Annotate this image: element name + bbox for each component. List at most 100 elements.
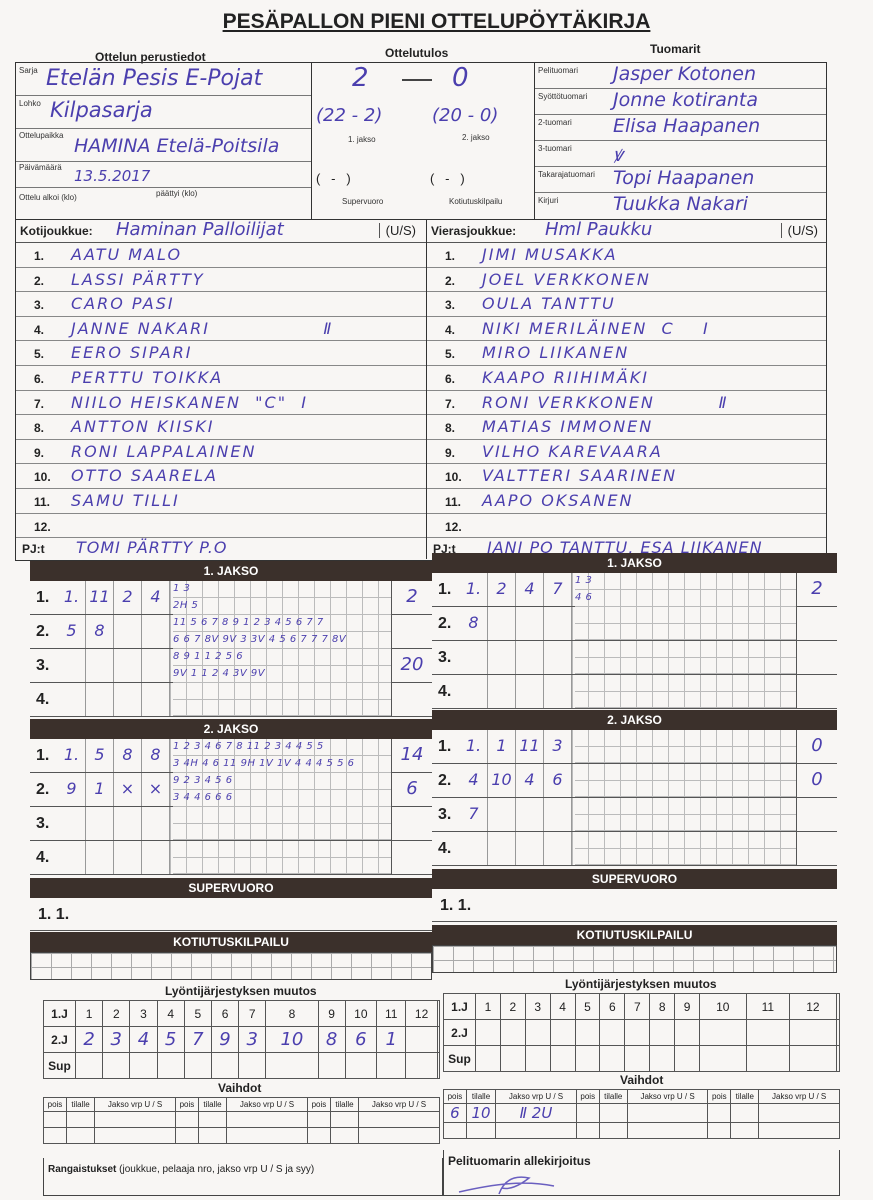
subs-cell: [94, 1127, 176, 1144]
order-cell: 8: [265, 1000, 319, 1027]
subs-cell: [306, 1111, 331, 1128]
player-name: VALTTERI SAARINEN: [482, 466, 678, 486]
order-cell: [499, 1019, 526, 1046]
subs-row: [43, 1111, 440, 1128]
player-number: 3.: [34, 298, 45, 313]
order-cell: [156, 1052, 185, 1079]
order-row: 1.J 1 2 3 4 5 6 7 8 9 10 11 12: [43, 1000, 441, 1027]
order-cell: 8: [317, 1026, 346, 1053]
order-cell: 11: [376, 1000, 407, 1027]
signature-box: Pelituomarin allekirjoitus: [443, 1150, 840, 1196]
subs-cell: [707, 1103, 732, 1123]
run-grid-top: [173, 683, 391, 700]
run-grid-bottom: [173, 824, 391, 840]
player-name: JANNE NAKARI Ⅱ: [71, 318, 334, 338]
batter-cell: [86, 683, 114, 716]
away-roster: Vierasjoukkue: Hml Paukku (U/S) 1. JIMI MUSA…: [427, 219, 826, 560]
order-cell: [405, 1052, 438, 1079]
order-cell: [549, 1045, 576, 1072]
batter-cell: 5: [58, 615, 86, 648]
player-name: KAAPO RIIHIMÄKI: [482, 367, 649, 387]
kotiutus-score: ( - ): [430, 171, 465, 186]
match-result: 2 0 (22 - 2) (20 - 0) 1. jakso 2. jakso …: [312, 63, 534, 219]
run-grid-bottom: [575, 692, 796, 708]
order-cell: 7: [183, 1026, 212, 1053]
order-cell: 2: [74, 1026, 104, 1053]
subs-cell: [495, 1122, 577, 1139]
away-score: 0: [452, 63, 469, 93]
run-grid: [572, 641, 797, 674]
batter-cell: 8: [460, 607, 488, 640]
player-row: 9. VILHO KAREVAARA: [427, 440, 826, 465]
run-grid-bottom: 9V 1 1 2 4 3V 9V: [173, 666, 391, 683]
order-cell: 1: [74, 1000, 104, 1027]
run-grid-top: [173, 807, 391, 824]
order-cell: 11: [745, 993, 791, 1020]
order-cell: [183, 1052, 212, 1079]
coaches-label: PJ:t: [433, 542, 456, 557]
order-cell: [524, 1019, 551, 1046]
inning-row: 4.: [30, 841, 432, 875]
batter-cell: [544, 832, 572, 865]
inning-row: 3.: [432, 641, 837, 675]
run-grid-top: [173, 841, 391, 858]
player-number: 3.: [445, 298, 456, 313]
batter-cell: 4: [142, 581, 170, 614]
subs-col-header: tilalle: [465, 1089, 497, 1104]
run-grid-top: [575, 798, 796, 815]
subs-col-header: pois: [443, 1089, 467, 1104]
away-kotiutus-grid: [432, 945, 837, 973]
run-grid-top: 1 3: [575, 573, 796, 590]
inning-total: 0: [811, 735, 823, 756]
player-number: 12.: [445, 519, 462, 534]
player-name: NIKI MERILÄINEN C Ⅰ: [482, 318, 710, 338]
batter-cell: [114, 841, 142, 874]
away-period2-header: 2. JAKSO: [432, 710, 837, 730]
order-cell: 3: [238, 1026, 267, 1053]
run-grid-bottom: 4 6: [575, 590, 796, 607]
home-order-title: Lyöntijärjestyksen muutos: [165, 984, 317, 998]
batter-cell: [516, 641, 544, 674]
order-cell: [624, 1019, 651, 1046]
player-number: 1.: [445, 249, 456, 263]
batter-cell: [488, 798, 516, 831]
subs-row: [43, 1127, 440, 1144]
player-name: JOEL VERKKONEN: [482, 269, 651, 289]
order-cell: [317, 1052, 346, 1079]
subs-col-header: Jakso vrp U / S: [758, 1089, 840, 1104]
subs-col-header: pois: [174, 1097, 199, 1112]
subs-cell: [197, 1111, 228, 1128]
home-team-label: Kotijoukkue:: [20, 224, 93, 238]
player-number: 5.: [445, 347, 456, 362]
subs-cell: Ⅱ 2U: [495, 1103, 577, 1123]
away-coaches-row: PJ:t JANI PO TANTTU, ESA LIIKANEN: [427, 538, 826, 560]
player-row: 12.: [16, 514, 426, 539]
referee-row: Pelituomari Jasper Kotonen: [535, 63, 826, 89]
subs-cell: [65, 1127, 96, 1144]
player-number: 9.: [34, 445, 45, 460]
player-name: MIRO LIIKANEN: [482, 343, 630, 363]
subs-cell: [329, 1127, 360, 1144]
order-cell: [210, 1052, 240, 1079]
player-number: 11.: [34, 494, 51, 509]
player-row: 1. JIMI MUSAKKA: [427, 243, 826, 268]
inning-number: 1.: [36, 589, 50, 606]
player-row: 4. NIKI MERILÄINEN C Ⅰ: [427, 317, 826, 342]
player-number: 10.: [34, 470, 51, 485]
batter-cell: [544, 798, 572, 831]
player-name: PERTTU TOIKKA: [71, 367, 224, 387]
referee-label: Pelituomari: [538, 66, 579, 75]
document-title: PESÄPALLON PIENI OTTELUPÖYTÄKIRJA: [222, 10, 651, 33]
batter-cell: [142, 807, 170, 840]
run-grid-bottom: [575, 815, 796, 831]
batter-cell: [544, 675, 572, 708]
away-order-title: Lyöntijärjestyksen muutos: [565, 977, 717, 991]
run-grid: [572, 798, 797, 831]
subs-col-header: tilalle: [197, 1097, 228, 1112]
batter-cell: 8: [114, 739, 142, 772]
